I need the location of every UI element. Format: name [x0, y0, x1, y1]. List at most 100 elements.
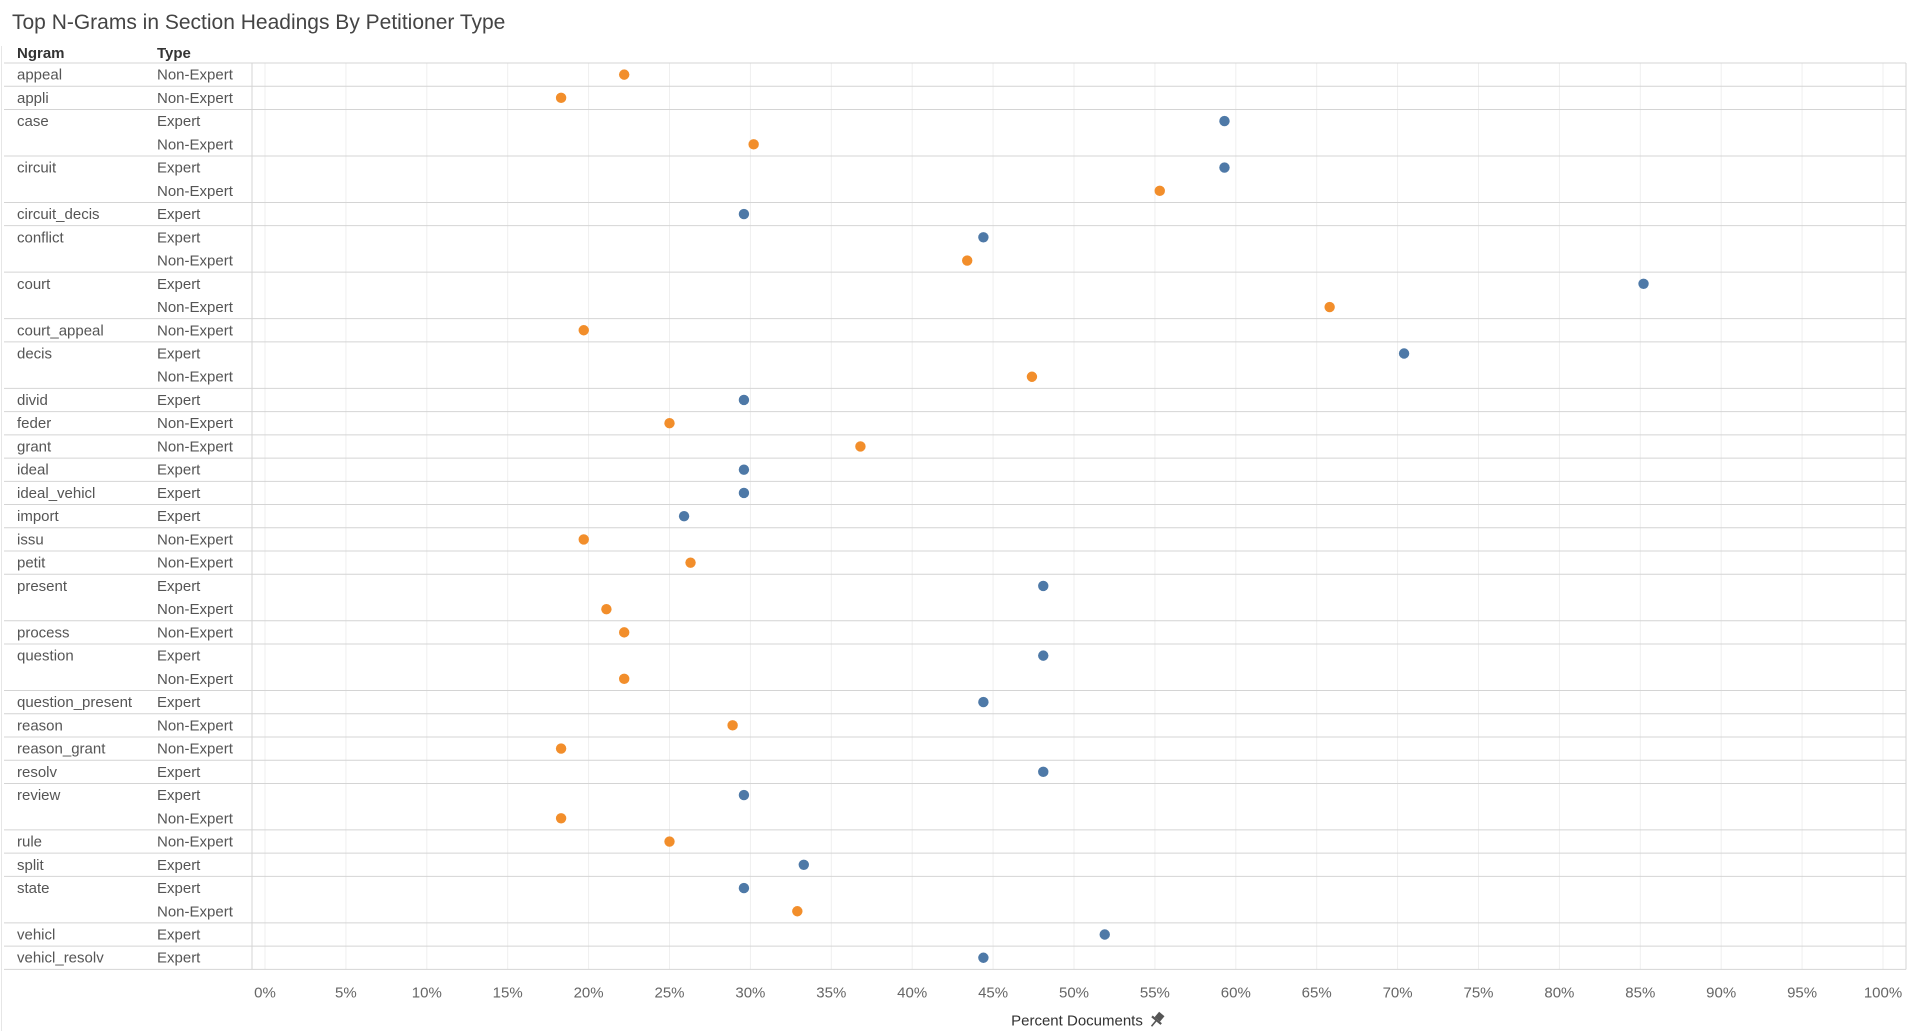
type-label: Non-Expert	[157, 253, 234, 270]
ngram-label: state	[17, 880, 50, 897]
non-expert-point	[962, 255, 973, 266]
type-label: Expert	[157, 392, 201, 409]
expert-point	[978, 232, 989, 243]
non-expert-point	[664, 836, 675, 847]
type-label: Non-Expert	[157, 531, 234, 548]
expert-point	[1099, 929, 1110, 940]
type-label: Expert	[157, 206, 201, 223]
non-expert-point	[618, 627, 630, 638]
chart-title: Top N-Grams in Section Headings By Petit…	[12, 11, 505, 34]
x-tick-label: 15%	[493, 984, 523, 1001]
pin-icon[interactable]	[1147, 1010, 1166, 1030]
type-label: Expert	[157, 857, 201, 874]
type-label: Non-Expert	[157, 415, 234, 432]
ngram-label: court_appeal	[17, 322, 104, 339]
expert-point	[1398, 348, 1410, 359]
non-expert-point	[664, 418, 675, 429]
expert-point	[738, 394, 750, 406]
non-expert-point	[727, 720, 738, 731]
pin-needle	[1150, 1020, 1157, 1027]
ngram-label: split	[17, 857, 45, 874]
expert-point	[738, 208, 750, 220]
row-bands	[1, 46, 1907, 1031]
type-label: Expert	[157, 229, 201, 246]
type-label: Expert	[157, 485, 201, 502]
expert-point	[738, 464, 750, 475]
type-label: Non-Expert	[157, 90, 234, 107]
ngram-label: decis	[17, 346, 52, 363]
ngram-label: appli	[17, 90, 49, 107]
non-expert-point	[555, 813, 567, 824]
ngram-label: import	[17, 508, 60, 525]
expert-point	[738, 789, 750, 801]
expert-point	[1638, 278, 1649, 289]
vertical-gridlines	[264, 63, 1884, 970]
x-tick-label: 30%	[735, 984, 765, 1001]
ngram-label: resolv	[17, 764, 58, 781]
type-label: Expert	[157, 880, 201, 897]
type-label: Non-Expert	[157, 810, 234, 827]
type-label: Non-Expert	[157, 741, 234, 758]
x-tick-label: 5%	[335, 984, 357, 1001]
expert-point	[738, 487, 750, 499]
ngram-label: rule	[17, 834, 42, 851]
x-tick-label: 50%	[1059, 984, 1089, 1001]
x-tick-label: 45%	[978, 984, 1008, 1001]
non-expert-point	[601, 603, 612, 615]
non-expert-point	[555, 743, 567, 754]
non-expert-point	[1026, 371, 1038, 382]
ngram-label: ideal_vehicl	[17, 485, 95, 502]
x-tick-label: 55%	[1140, 984, 1170, 1001]
ngram-label: grant	[17, 438, 52, 455]
ngram-label: review	[17, 787, 61, 804]
type-label: Non-Expert	[157, 624, 234, 641]
ngram-label: divid	[17, 392, 48, 409]
x-tick-label: 70%	[1383, 984, 1413, 1001]
ngram-label: reason_grant	[17, 741, 106, 758]
type-label: Non-Expert	[157, 601, 234, 618]
x-tick-label: 10%	[412, 984, 442, 1001]
x-axis: 0% 5% 10% 15% 20% 25% 30% 35% 40% 45% 50% 55% 60% 65%…	[254, 984, 1902, 1001]
type-label: Non-Expert	[157, 183, 234, 200]
x-tick-label: 0%	[254, 984, 276, 1001]
ngram-label: question	[17, 648, 74, 665]
pin-head	[1154, 1011, 1165, 1022]
data-points	[555, 69, 1649, 963]
ngram-label: case	[17, 113, 49, 130]
x-tick-label: 80%	[1544, 984, 1574, 1001]
type-label: Non-Expert	[157, 834, 234, 851]
non-expert-point	[1154, 185, 1165, 197]
type-label: Expert	[157, 694, 201, 711]
ngram-label: appeal	[17, 67, 62, 84]
non-expert-point	[555, 92, 567, 104]
type-label: Non-Expert	[157, 369, 234, 386]
type-label: Expert	[157, 950, 201, 967]
type-label: Expert	[157, 462, 201, 479]
ngram-label: present	[17, 578, 68, 595]
type-label: Non-Expert	[157, 717, 234, 734]
ngram-label: issu	[17, 531, 44, 548]
row-labels: appeal Non-Expert appli Non-Expert case Exper…	[17, 67, 234, 967]
expert-point	[798, 859, 809, 870]
ngram-label: ideal	[17, 462, 49, 479]
type-label: Non-Expert	[157, 136, 234, 153]
ngram-label: conflict	[17, 229, 65, 246]
expert-point	[1219, 115, 1230, 127]
pin-collar	[1151, 1015, 1162, 1025]
expert-point	[1038, 766, 1049, 778]
type-label: Expert	[157, 927, 201, 944]
type-label: Non-Expert	[157, 671, 234, 688]
type-label: Non-Expert	[157, 67, 234, 84]
non-expert-point	[618, 69, 630, 80]
x-tick-label: 20%	[574, 984, 604, 1001]
ngram-label: feder	[17, 415, 51, 432]
x-tick-label: 95%	[1787, 984, 1817, 1001]
x-tick-label: 25%	[654, 984, 684, 1001]
type-column-header: Type	[157, 45, 191, 62]
type-label: Expert	[157, 578, 201, 595]
expert-point	[738, 882, 750, 894]
non-expert-point	[1324, 301, 1335, 313]
x-axis-title-group[interactable]: Percent Documents	[1011, 1010, 1166, 1030]
ngram-label: court	[17, 276, 51, 293]
